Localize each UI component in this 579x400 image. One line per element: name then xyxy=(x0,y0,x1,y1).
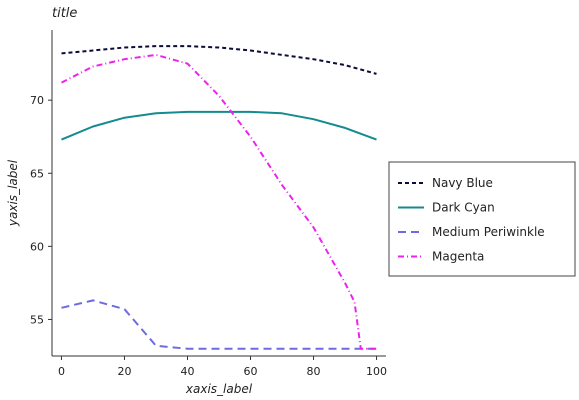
legend-label-medium-periwinkle: Medium Periwinkle xyxy=(432,225,545,239)
x-tick-label: 100 xyxy=(366,365,387,378)
series-layer xyxy=(61,45,377,350)
series-line-dark-cyan xyxy=(61,110,377,141)
y-tick-label: 65 xyxy=(30,167,44,180)
chart-title: title xyxy=(52,6,77,21)
legend-label-magenta: Magenta xyxy=(432,250,484,264)
x-axis-ticks: 0 20 40 60 80 100 xyxy=(58,356,387,378)
series-line-medium-periwinkle xyxy=(61,299,377,350)
legend-label-dark-cyan: Dark Cyan xyxy=(432,201,495,215)
x-tick-label: 20 xyxy=(117,365,131,378)
x-tick-label: 80 xyxy=(307,365,321,378)
legend-label-navy-blue: Navy Blue xyxy=(432,176,493,190)
y-tick-label: 60 xyxy=(30,240,44,253)
x-tick-label: 60 xyxy=(244,365,258,378)
x-tick-label: 40 xyxy=(180,365,194,378)
x-axis-label: xaxis_label xyxy=(185,382,253,396)
series-line-navy-blue xyxy=(61,45,377,75)
y-tick-label: 70 xyxy=(30,94,44,107)
legend: Navy Blue Dark Cyan Medium Periwinkle Magen… xyxy=(388,161,576,277)
y-axis-label: yaxis_label xyxy=(6,159,20,227)
x-tick-label: 0 xyxy=(58,365,65,378)
y-tick-label: 55 xyxy=(30,313,44,326)
series-line-magenta xyxy=(61,53,377,350)
y-axis-ticks: 55 60 65 70 xyxy=(30,94,52,326)
